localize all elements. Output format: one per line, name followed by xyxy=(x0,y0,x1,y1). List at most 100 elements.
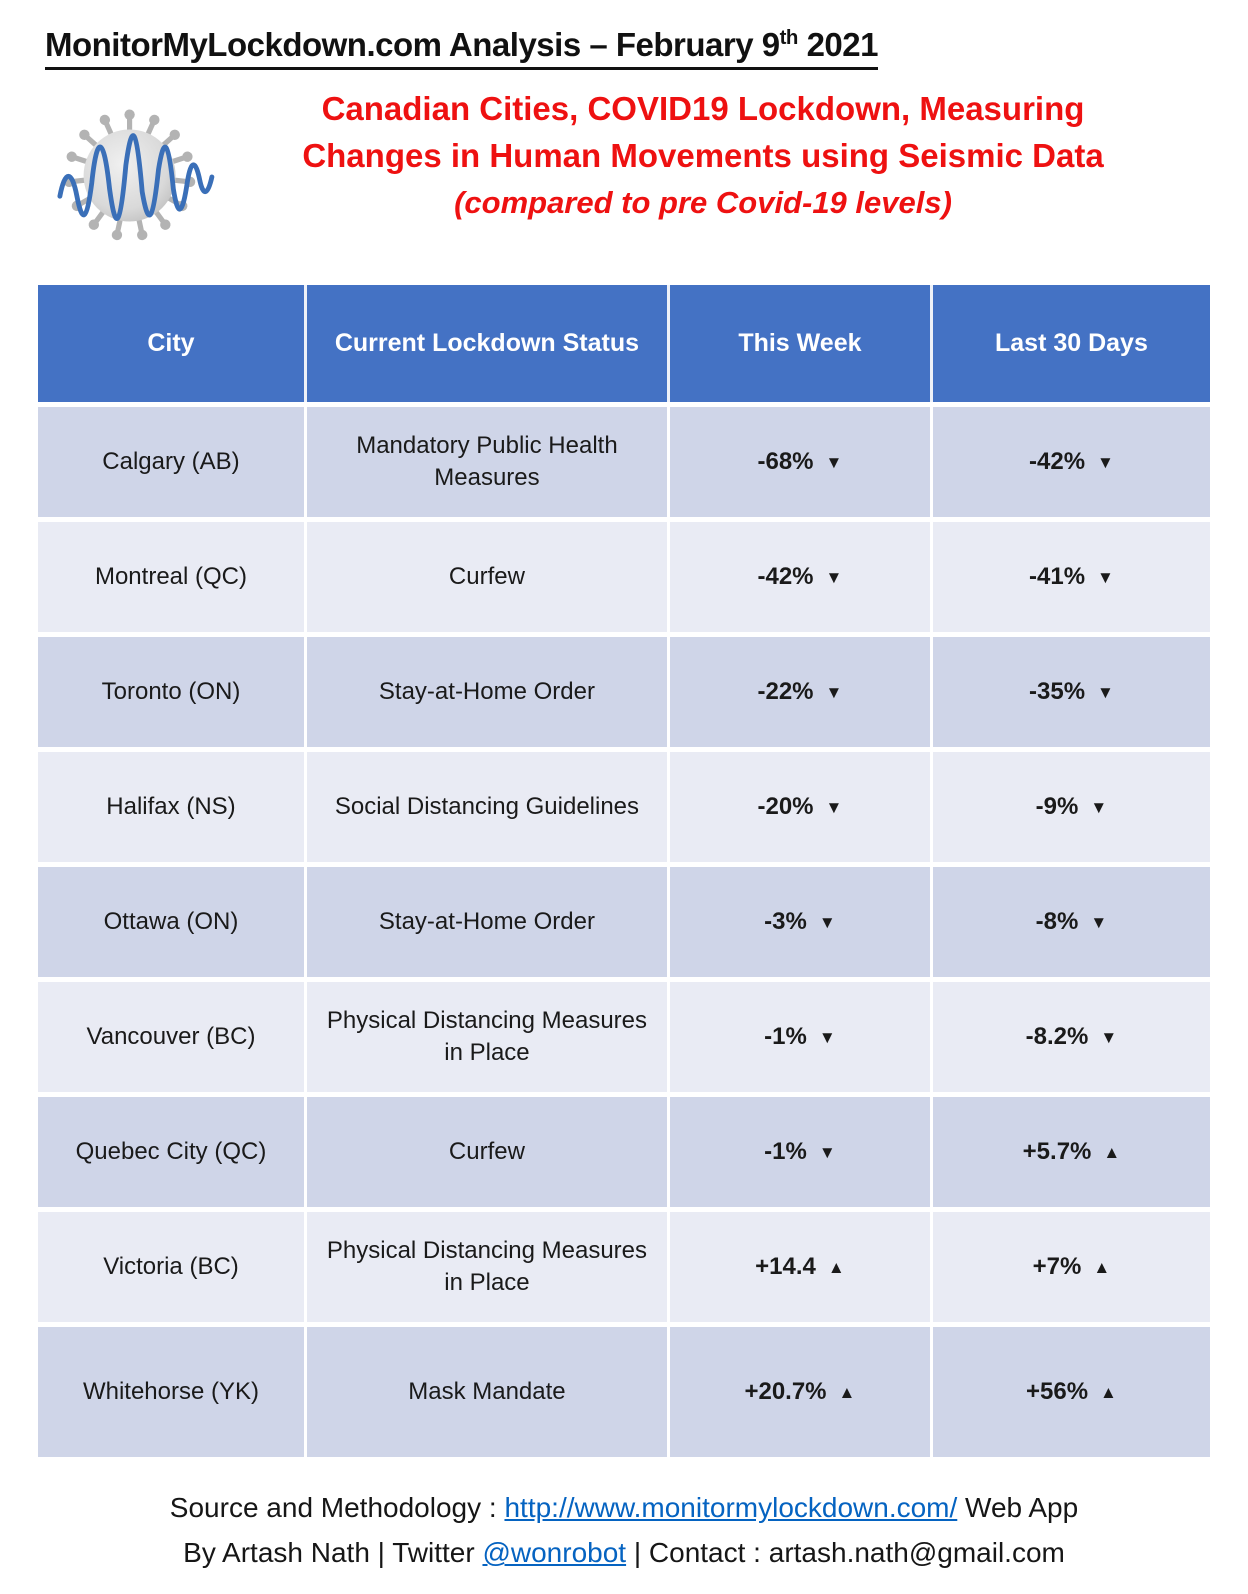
this-week-value: -68% xyxy=(757,447,814,475)
footer-contact-line: By Artash Nath | Twitter @wonrobot | Con… xyxy=(0,1530,1248,1575)
table-row: Whitehorse (YK) Mask Mandate +20.7% ▲ +56… xyxy=(38,1327,1210,1457)
brand-row: Canadian Cities, COVID19 Lockdown, Measu… xyxy=(0,70,1248,265)
last-30-days-value: -8% xyxy=(1035,907,1079,935)
last-30-days-value: -42% xyxy=(1029,447,1086,475)
trend-arrow-icon: ▼ xyxy=(825,682,843,702)
trend-arrow-icon: ▲ xyxy=(1093,1257,1111,1277)
status-cell: Social Distancing Guidelines xyxy=(306,752,670,862)
city-cell: Whitehorse (YK) xyxy=(38,1327,307,1457)
status-cell: Stay-at-Home Order xyxy=(306,637,670,747)
city-label: Calgary (AB) xyxy=(102,447,240,475)
trend-arrow-icon: ▼ xyxy=(1097,567,1114,587)
this-week-cell: -20% ▼ xyxy=(669,752,933,862)
this-week-cell: -1% ▼ xyxy=(669,1097,933,1207)
trend-arrow-icon: ▼ xyxy=(1090,912,1108,932)
trend-arrow-icon: ▼ xyxy=(825,452,843,472)
twitter-link[interactable]: @wonrobot xyxy=(482,1537,627,1569)
lockdown-status-label: Physical Distancing Measures in Place xyxy=(326,1236,648,1296)
this-week-value: +14.4 xyxy=(755,1252,816,1280)
this-week-value: -3% xyxy=(764,907,807,935)
page-title: MonitorMyLockdown.com Analysis – Februar… xyxy=(45,26,879,70)
this-week-cell: +14.4 ▲ xyxy=(669,1212,933,1322)
city-cell: Ottawa (ON) xyxy=(38,867,307,977)
last-30-days-cell: -42% ▼ xyxy=(932,407,1210,517)
city-label: Quebec City (QC) xyxy=(75,1137,267,1165)
footer-source-suffix: Web App xyxy=(957,1492,1079,1523)
table-row: Quebec City (QC) Curfew -1% ▼ +5.7% ▲ xyxy=(38,1097,1210,1207)
city-cell: Quebec City (QC) xyxy=(38,1097,307,1207)
lockdown-status-label: Physical Distancing Measures in Place xyxy=(326,1006,648,1066)
trend-arrow-icon: ▼ xyxy=(818,1027,836,1047)
trend-arrow-icon: ▼ xyxy=(1100,1027,1118,1047)
last-30-days-cell: -9% ▼ xyxy=(932,752,1210,862)
trend-arrow-icon: ▲ xyxy=(1103,1142,1121,1162)
page-title-ordinal: th xyxy=(779,26,799,49)
lockdown-status-label: Mask Mandate xyxy=(408,1377,566,1405)
status-cell: Stay-at-Home Order xyxy=(306,867,670,977)
last-30-days-value: +5.7% xyxy=(1022,1137,1092,1165)
city-label: Vancouver (BC) xyxy=(86,1022,256,1050)
city-label: Whitehorse (YK) xyxy=(82,1377,260,1405)
page-title-text: MonitorMyLockdown.com Analysis – Februar… xyxy=(45,26,780,63)
this-week-value: -1% xyxy=(764,1137,807,1165)
last-30-days-cell: +5.7% ▲ xyxy=(932,1097,1210,1207)
status-cell: Mandatory Public Health Measures xyxy=(306,407,670,517)
virus-seismic-icon xyxy=(48,86,228,265)
last-30-days-cell: -8.2% ▼ xyxy=(932,982,1210,1092)
lockdown-status-label: Social Distancing Guidelines xyxy=(334,792,640,820)
table-row: Vancouver (BC) Physical Distancing Measu… xyxy=(38,982,1210,1092)
city-cell: Toronto (ON) xyxy=(38,637,307,747)
status-cell: Curfew xyxy=(306,522,670,632)
table-row: Toronto (ON) Stay-at-Home Order -22% ▼ -3… xyxy=(38,637,1210,747)
this-week-value: -42% xyxy=(757,562,814,590)
source-link[interactable]: http://www.monitormylockdown.com/ xyxy=(504,1492,958,1523)
table-row: Montreal (QC) Curfew -42% ▼ -41% ▼ xyxy=(38,522,1210,632)
lockdown-table: City Current Lockdown Status This Week L… xyxy=(38,285,1210,1457)
city-label: Toronto (ON) xyxy=(101,677,241,705)
last-30-days-cell: -35% ▼ xyxy=(932,637,1210,747)
footer-contact-suffix: | Contact : artash.nath@gmail.com xyxy=(626,1537,1065,1569)
this-week-cell: -42% ▼ xyxy=(669,522,933,632)
this-week-cell: -68% ▼ xyxy=(669,407,933,517)
trend-arrow-icon: ▲ xyxy=(838,1382,856,1402)
doc-header: MonitorMyLockdown.com Analysis – Februar… xyxy=(0,0,1248,70)
last-30-days-value: -8.2% xyxy=(1025,1022,1089,1050)
table-row: Halifax (NS) Social Distancing Guideline… xyxy=(38,752,1210,862)
trend-arrow-icon: ▲ xyxy=(1100,1382,1117,1402)
page-title-year: 2021 xyxy=(797,26,879,63)
trend-arrow-icon: ▼ xyxy=(1090,797,1108,817)
status-cell: Physical Distancing Measures in Place xyxy=(306,1212,670,1322)
table-row: Calgary (AB) Mandatory Public Health Mea… xyxy=(38,407,1210,517)
city-label: Victoria (BC) xyxy=(103,1252,239,1280)
trend-arrow-icon: ▼ xyxy=(818,912,836,932)
table-body: Calgary (AB) Mandatory Public Health Mea… xyxy=(38,407,1210,1457)
last-30-days-cell: +7% ▲ xyxy=(932,1212,1210,1322)
trend-arrow-icon: ▼ xyxy=(818,1142,836,1162)
headline: Canadian Cities, COVID19 Lockdown, Measu… xyxy=(228,86,1208,226)
last-30-days-value: +56% xyxy=(1025,1377,1089,1405)
this-week-cell: -3% ▼ xyxy=(669,867,933,977)
last-30-days-value: -41% xyxy=(1029,562,1086,590)
this-week-cell: -1% ▼ xyxy=(669,982,933,1092)
table-row: Ottawa (ON) Stay-at-Home Order -3% ▼ -8% ▼ xyxy=(38,867,1210,977)
this-week-cell: -22% ▼ xyxy=(669,637,933,747)
last-30-days-value: -9% xyxy=(1035,792,1079,820)
last-30-days-value: -35% xyxy=(1029,677,1086,705)
this-week-value: -22% xyxy=(757,677,814,705)
table-header-row: City Current Lockdown Status This Week L… xyxy=(38,285,1210,402)
headline-subtitle: (compared to pre Covid-19 levels) xyxy=(454,184,952,220)
city-label: Halifax (NS) xyxy=(106,792,236,820)
status-cell: Curfew xyxy=(306,1097,670,1207)
this-week-value: -20% xyxy=(757,792,814,820)
trend-arrow-icon: ▼ xyxy=(825,567,843,587)
last-30-days-value: +7% xyxy=(1032,1252,1082,1280)
footer-source-line: Source and Methodology : http://www.moni… xyxy=(0,1485,1248,1530)
lockdown-status-label: Curfew xyxy=(448,1137,525,1165)
city-label: Ottawa (ON) xyxy=(103,907,239,935)
lockdown-status-label: Curfew xyxy=(448,562,525,590)
lockdown-status-label: Mandatory Public Health Measures xyxy=(356,431,618,491)
last-30-days-cell: -8% ▼ xyxy=(932,867,1210,977)
column-header-this-week: This Week xyxy=(669,285,933,402)
city-cell: Halifax (NS) xyxy=(38,752,307,862)
trend-arrow-icon: ▲ xyxy=(827,1257,845,1277)
